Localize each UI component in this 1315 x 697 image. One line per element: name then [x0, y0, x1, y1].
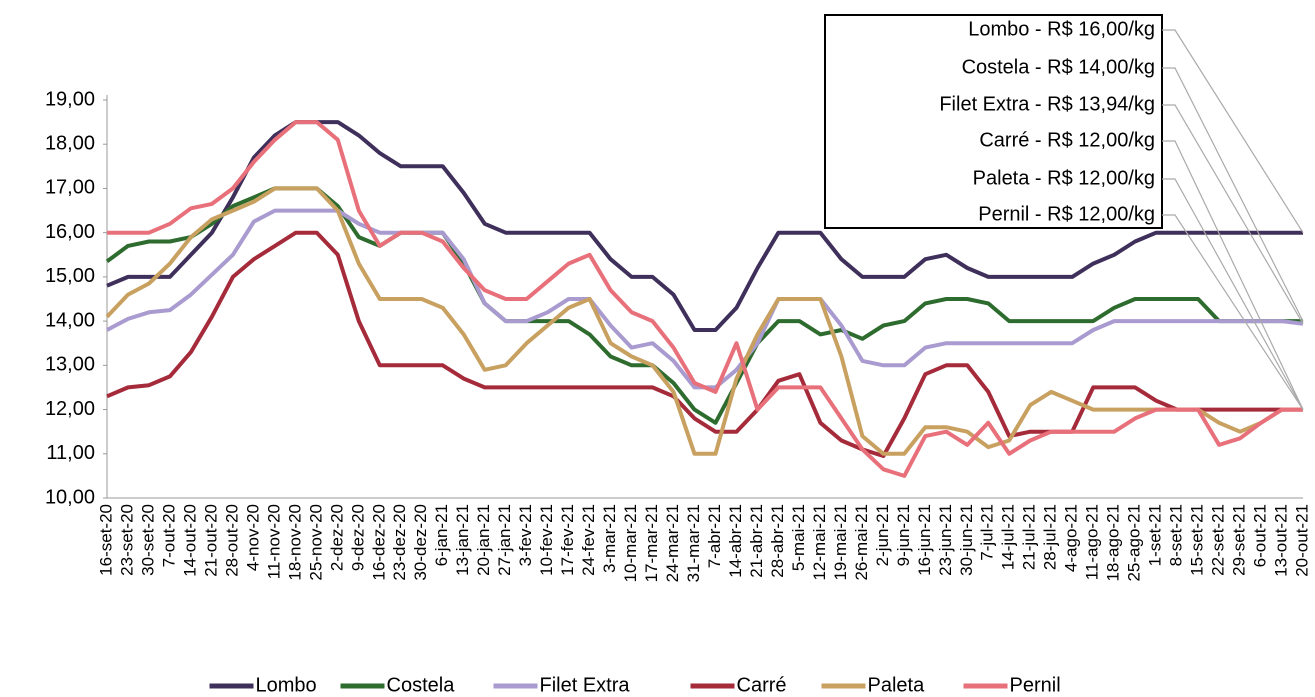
x-tick-label: 17-fev-21 [558, 504, 577, 576]
x-tick-label: 21-out-20 [201, 504, 220, 577]
x-tick-label: 14-jul-21 [999, 504, 1018, 570]
x-tick-label: 26-mai-21 [852, 504, 871, 581]
x-tick-label: 12-mai-21 [810, 504, 829, 581]
x-tick-label: 28-out-20 [222, 504, 241, 577]
leader-line [1162, 67, 1304, 322]
x-tick-label: 3-fev-21 [516, 504, 535, 566]
x-tick-label: 14-out-20 [180, 504, 199, 577]
y-tick-label: 19,00 [45, 88, 95, 110]
legend-label: Lombo [256, 674, 317, 696]
x-tick-label: 18-ago-21 [1104, 504, 1123, 582]
x-tick-label: 2-dez-20 [327, 504, 346, 571]
annotation: Carré - R$ 12,00/kg [979, 129, 1155, 151]
x-tick-label: 21-abr-21 [747, 504, 766, 578]
x-tick-label: 13-jan-21 [453, 504, 472, 576]
x-tick-label: 25-nov-20 [306, 504, 325, 581]
x-tick-label: 16-jun-21 [915, 504, 934, 576]
x-tick-label: 23-jun-21 [936, 504, 955, 576]
x-tick-label: 19-mai-21 [831, 504, 850, 581]
x-tick-label: 23-set-20 [117, 504, 136, 576]
x-tick-label: 10-mar-21 [621, 504, 640, 582]
x-tick-label: 13-out-21 [1272, 504, 1291, 577]
legend-label: Filet Extra [540, 674, 631, 696]
x-tick-label: 3-mar-21 [600, 504, 619, 573]
x-tick-label: 24-mar-21 [663, 504, 682, 582]
x-tick-label: 25-ago-21 [1125, 504, 1144, 582]
leader-line [1162, 178, 1304, 410]
x-tick-label: 9-jun-21 [894, 504, 913, 566]
leader-line [1162, 29, 1304, 233]
x-tick-label: 7-abr-21 [705, 504, 724, 568]
x-tick-label: 18-nov-20 [285, 504, 304, 581]
x-tick-label: 20-jan-21 [474, 504, 493, 576]
y-tick-label: 16,00 [45, 221, 95, 243]
x-tick-label: 28-abr-21 [768, 504, 787, 578]
annotation: Costela - R$ 14,00/kg [962, 56, 1155, 78]
annotation: Filet Extra - R$ 13,94/kg [939, 93, 1155, 115]
series-line [107, 120, 1303, 478]
leader-line [1162, 214, 1304, 410]
annotation: Lombo - R$ 16,00/kg [968, 18, 1155, 40]
series-line [105, 186, 1303, 456]
leader-line [1162, 140, 1304, 410]
x-tick-label: 5-mai-21 [789, 504, 808, 571]
y-tick-label: 11,00 [46, 442, 95, 464]
x-tick-label: 10-fev-21 [537, 504, 556, 576]
x-tick-label: 27-jan-21 [495, 504, 514, 576]
x-tick-label: 8-set-21 [1167, 504, 1186, 566]
x-tick-label: 7-jul-21 [978, 504, 997, 561]
annotation: Paleta - R$ 12,00/kg [973, 167, 1155, 189]
legend: Lombo Costela Filet Extra Carré Paleta Pernil [209, 674, 1061, 696]
x-tick-label: 21-jul-21 [1020, 504, 1039, 570]
x-tick-label: 17-mar-21 [642, 504, 661, 582]
x-tick-label: 30-set-20 [138, 504, 157, 576]
x-tick-label: 20-out-21 [1292, 504, 1311, 577]
x-tick-label: 4-ago-21 [1062, 504, 1081, 572]
x-tick-label: 1-set-21 [1146, 504, 1165, 566]
x-tick-label: 15-set-21 [1188, 504, 1207, 576]
y-tick-label: 12,00 [45, 398, 95, 420]
legend-label: Paleta [868, 674, 926, 696]
x-tick-label: 4-nov-20 [243, 504, 262, 571]
series-line [106, 230, 1303, 458]
x-tick-label: 30-dez-20 [411, 504, 430, 581]
x-tick-label: 29-set-21 [1230, 504, 1249, 576]
x-tick-label: 2-jun-21 [873, 504, 892, 566]
x-tick-label: 24-fev-21 [579, 504, 598, 576]
legend-label: Carré [737, 674, 787, 696]
x-tick-label: 7-out-20 [159, 504, 178, 567]
x-tick-label: 23-dez-20 [390, 504, 409, 581]
x-tick-label: 6-jan-21 [432, 504, 451, 566]
x-tick-label: 6-out-21 [1251, 504, 1270, 567]
y-tick-label: 14,00 [45, 309, 95, 331]
x-tick-label: 22-set-21 [1209, 504, 1228, 576]
y-tick-label: 13,00 [45, 354, 95, 376]
x-tick-label: 9-dez-20 [348, 504, 367, 571]
x-tick-label: 11-nov-20 [264, 504, 283, 579]
x-tick-label: 16-dez-20 [369, 504, 388, 581]
x-tick-label: 11-ago-21 [1083, 504, 1102, 580]
annotation-box [824, 14, 1163, 229]
x-tick-label: 16-set-20 [96, 504, 115, 576]
x-tick-label: 31-mar-21 [684, 504, 703, 582]
x-tick-label: 14-abr-21 [726, 504, 745, 578]
annotation: Pernil - R$ 12,00/kg [978, 203, 1155, 225]
legend-label: Pernil [1010, 674, 1061, 696]
y-tick-label: 15,00 [45, 265, 95, 287]
x-tick-label: 28-jul-21 [1041, 504, 1060, 570]
leader-line [1162, 104, 1304, 325]
y-tick-label: 18,00 [45, 133, 95, 155]
legend-label: Costela [387, 674, 456, 696]
y-tick-label: 10,00 [45, 486, 95, 508]
x-tick-label: 30-jun-21 [957, 504, 976, 576]
y-tick-label: 17,00 [45, 177, 95, 199]
